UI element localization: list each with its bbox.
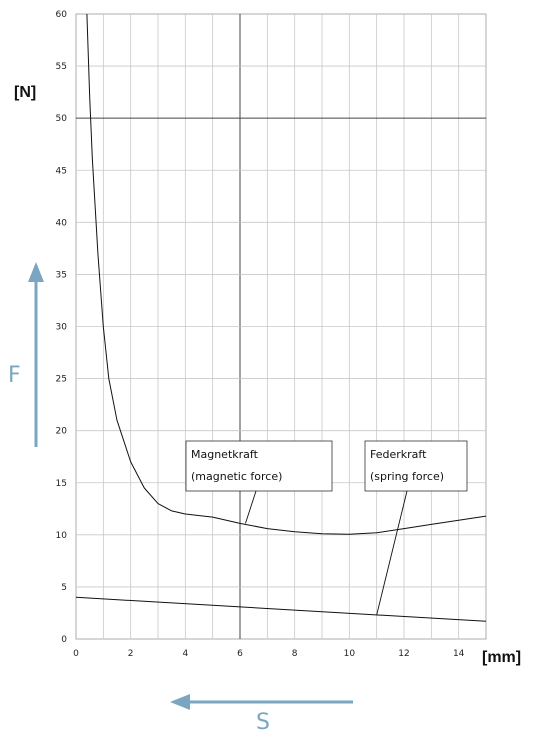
callout-box-spring (364, 440, 468, 492)
callout-spring-leader (376, 490, 408, 616)
tick-labels: 0 2 4 6 8 10 12 14 0 5 10 15 20 25 30 35 40 45 50 55 60 (56, 10, 465, 659)
y-tick-label: 55 (56, 62, 67, 72)
x-tick-label: 10 (344, 649, 356, 659)
callout-spring-line1: Federkraft (370, 448, 427, 461)
x-tick-label: 4 (182, 649, 188, 659)
series-line-spring (75, 596, 487, 622)
travel-arrow-head-icon (170, 694, 190, 710)
y-tick-label: 60 (56, 10, 68, 20)
y-tick-label: 25 (56, 375, 67, 385)
callout-spring-line2: (spring force) (370, 470, 444, 483)
x-axis-unit: [mm] (482, 649, 521, 666)
y-tick-label: 5 (61, 583, 67, 593)
chart-grid (75, 13, 487, 640)
callout-box-magnetic (185, 440, 333, 492)
y-tick-label: 35 (56, 270, 67, 280)
travel-arrow (170, 694, 353, 710)
y-tick-label: 40 (56, 218, 68, 228)
x-tick-label: 12 (398, 649, 409, 659)
y-tick-label: 0 (61, 635, 67, 645)
callout-magnetic-leader (245, 490, 257, 524)
x-tick-label: 6 (237, 649, 243, 659)
force-arrow (28, 262, 44, 447)
y-axis-unit: [N] (14, 84, 36, 101)
y-tick-label: 30 (56, 323, 68, 333)
y-tick-label: 20 (56, 427, 68, 437)
chart-series (75, 13, 487, 622)
callout-magnetic-line1: Magnetkraft (191, 448, 259, 461)
y-tick-label: 45 (56, 166, 67, 176)
x-tick-label: 0 (73, 649, 79, 659)
x-tick-label: 8 (292, 649, 298, 659)
y-tick-label: 15 (56, 479, 67, 489)
travel-arrow-label: S (256, 710, 270, 733)
force-arrow-head-icon (28, 262, 44, 282)
force-arrow-label: F (8, 363, 21, 388)
callout-spring: Federkraft (spring force) (364, 440, 468, 616)
x-tick-label: 14 (453, 649, 465, 659)
y-tick-label: 50 (56, 114, 68, 124)
series-line-magnetic (86, 13, 487, 535)
x-tick-label: 2 (128, 649, 134, 659)
callout-magnetic: Magnetkraft (magnetic force) (185, 440, 333, 524)
callout-magnetic-line2: (magnetic force) (191, 470, 282, 483)
y-tick-label: 10 (56, 531, 68, 541)
